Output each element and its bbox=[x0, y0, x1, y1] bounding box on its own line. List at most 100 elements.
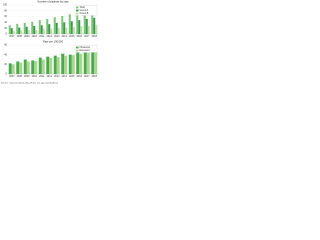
legend-swatch bbox=[76, 49, 79, 52]
x-tick-label: 2015 bbox=[69, 75, 75, 78]
x-tick-label: 2011 bbox=[39, 35, 45, 38]
bar bbox=[23, 22, 26, 34]
legend-box bbox=[74, 5, 98, 16]
bar bbox=[55, 22, 58, 34]
bar bbox=[48, 24, 51, 34]
x-tick-label: 2013 bbox=[54, 75, 60, 78]
x-tick-label: 2016 bbox=[77, 35, 83, 38]
bar bbox=[76, 12, 79, 34]
bar bbox=[93, 17, 96, 34]
x-tick-label: 2009 bbox=[24, 75, 30, 78]
bar bbox=[83, 10, 86, 35]
bar bbox=[61, 53, 65, 74]
bar bbox=[53, 55, 57, 74]
bar bbox=[18, 27, 21, 34]
bar bbox=[85, 18, 88, 34]
bar bbox=[35, 29, 38, 34]
bar bbox=[65, 27, 68, 34]
bar bbox=[31, 60, 35, 74]
bar bbox=[8, 63, 12, 74]
y-tick-label: 60 bbox=[4, 15, 7, 18]
y-tick-label: 100 bbox=[3, 4, 8, 7]
bar bbox=[68, 14, 71, 35]
x-tick-label: 2008 bbox=[17, 75, 23, 78]
bar bbox=[49, 58, 53, 74]
bar bbox=[91, 8, 94, 34]
bar bbox=[72, 27, 75, 34]
y-tick-label: 80 bbox=[4, 9, 7, 12]
legend-label: Group A bbox=[80, 9, 89, 12]
bar bbox=[61, 16, 64, 34]
bar bbox=[80, 26, 83, 34]
bar bbox=[87, 25, 90, 34]
x-tick-label: 2008 bbox=[17, 35, 23, 38]
x-tick-label: 2013 bbox=[54, 35, 60, 38]
bar bbox=[63, 22, 66, 34]
bar bbox=[33, 25, 36, 34]
bar bbox=[56, 57, 60, 74]
legend-swatch bbox=[76, 9, 79, 12]
bar bbox=[41, 59, 45, 74]
bar bbox=[64, 55, 68, 74]
bar bbox=[79, 53, 83, 74]
bar bbox=[38, 20, 41, 34]
bar bbox=[38, 57, 42, 74]
x-tick-label: 2009 bbox=[24, 35, 30, 38]
bar bbox=[16, 23, 19, 34]
legend-swatch bbox=[76, 6, 79, 9]
bar bbox=[78, 20, 81, 34]
legend-box bbox=[74, 45, 98, 53]
legend-swatch bbox=[76, 12, 79, 15]
bar bbox=[76, 51, 80, 74]
legend-label: Observed bbox=[80, 46, 91, 49]
footnote: Source: national registry data. Rates ar… bbox=[1, 82, 59, 85]
bar bbox=[71, 55, 75, 74]
bar bbox=[25, 26, 28, 34]
chart-title: Rate per 100,000 bbox=[43, 40, 64, 44]
x-tick-label: 2018 bbox=[92, 35, 98, 38]
bar bbox=[27, 30, 30, 34]
bar bbox=[31, 21, 34, 34]
legend-label: Total bbox=[80, 6, 86, 9]
legend-swatch bbox=[76, 46, 79, 49]
bar bbox=[8, 25, 11, 34]
x-tick-label: 2007 bbox=[9, 35, 15, 38]
chart: Source: national registry data. Rates ar… bbox=[1, 0, 98, 85]
bar bbox=[11, 64, 15, 74]
bar bbox=[20, 30, 23, 34]
bar bbox=[53, 17, 56, 34]
chart-title: Number of patients by year bbox=[37, 0, 68, 4]
bar bbox=[23, 59, 27, 74]
bar bbox=[83, 50, 87, 74]
x-tick-label: 2007 bbox=[9, 75, 15, 78]
x-tick-label: 2015 bbox=[69, 35, 75, 38]
bar bbox=[94, 51, 98, 74]
bar bbox=[40, 25, 43, 34]
x-tick-label: 2014 bbox=[62, 35, 68, 38]
x-tick-label: 2012 bbox=[47, 35, 53, 38]
bar bbox=[46, 56, 50, 74]
x-tick-label: 2018 bbox=[92, 75, 98, 78]
bar bbox=[34, 60, 38, 74]
page: {"chart_data": [ {"type": "bar", "title"… bbox=[0, 0, 100, 88]
bar bbox=[95, 24, 98, 34]
bar bbox=[86, 52, 90, 74]
y-tick-label: 40 bbox=[4, 21, 7, 24]
bar bbox=[42, 28, 45, 34]
x-tick-label: 2010 bbox=[32, 75, 38, 78]
legend-label: Group B bbox=[80, 12, 89, 15]
y-tick-label: 40 bbox=[4, 53, 7, 56]
x-tick-label: 2010 bbox=[32, 35, 38, 38]
bar bbox=[16, 61, 20, 74]
x-tick-label: 2014 bbox=[62, 75, 68, 78]
bar bbox=[91, 48, 95, 74]
x-tick-label: 2012 bbox=[47, 75, 53, 78]
y-tick-label: 0 bbox=[6, 73, 8, 76]
x-tick-label: 2017 bbox=[84, 35, 90, 38]
bar bbox=[70, 21, 73, 34]
bar bbox=[12, 31, 15, 34]
bar bbox=[57, 28, 60, 34]
y-tick-label: 20 bbox=[4, 63, 7, 66]
legend-label: Expected bbox=[80, 49, 91, 52]
bar bbox=[26, 61, 30, 74]
